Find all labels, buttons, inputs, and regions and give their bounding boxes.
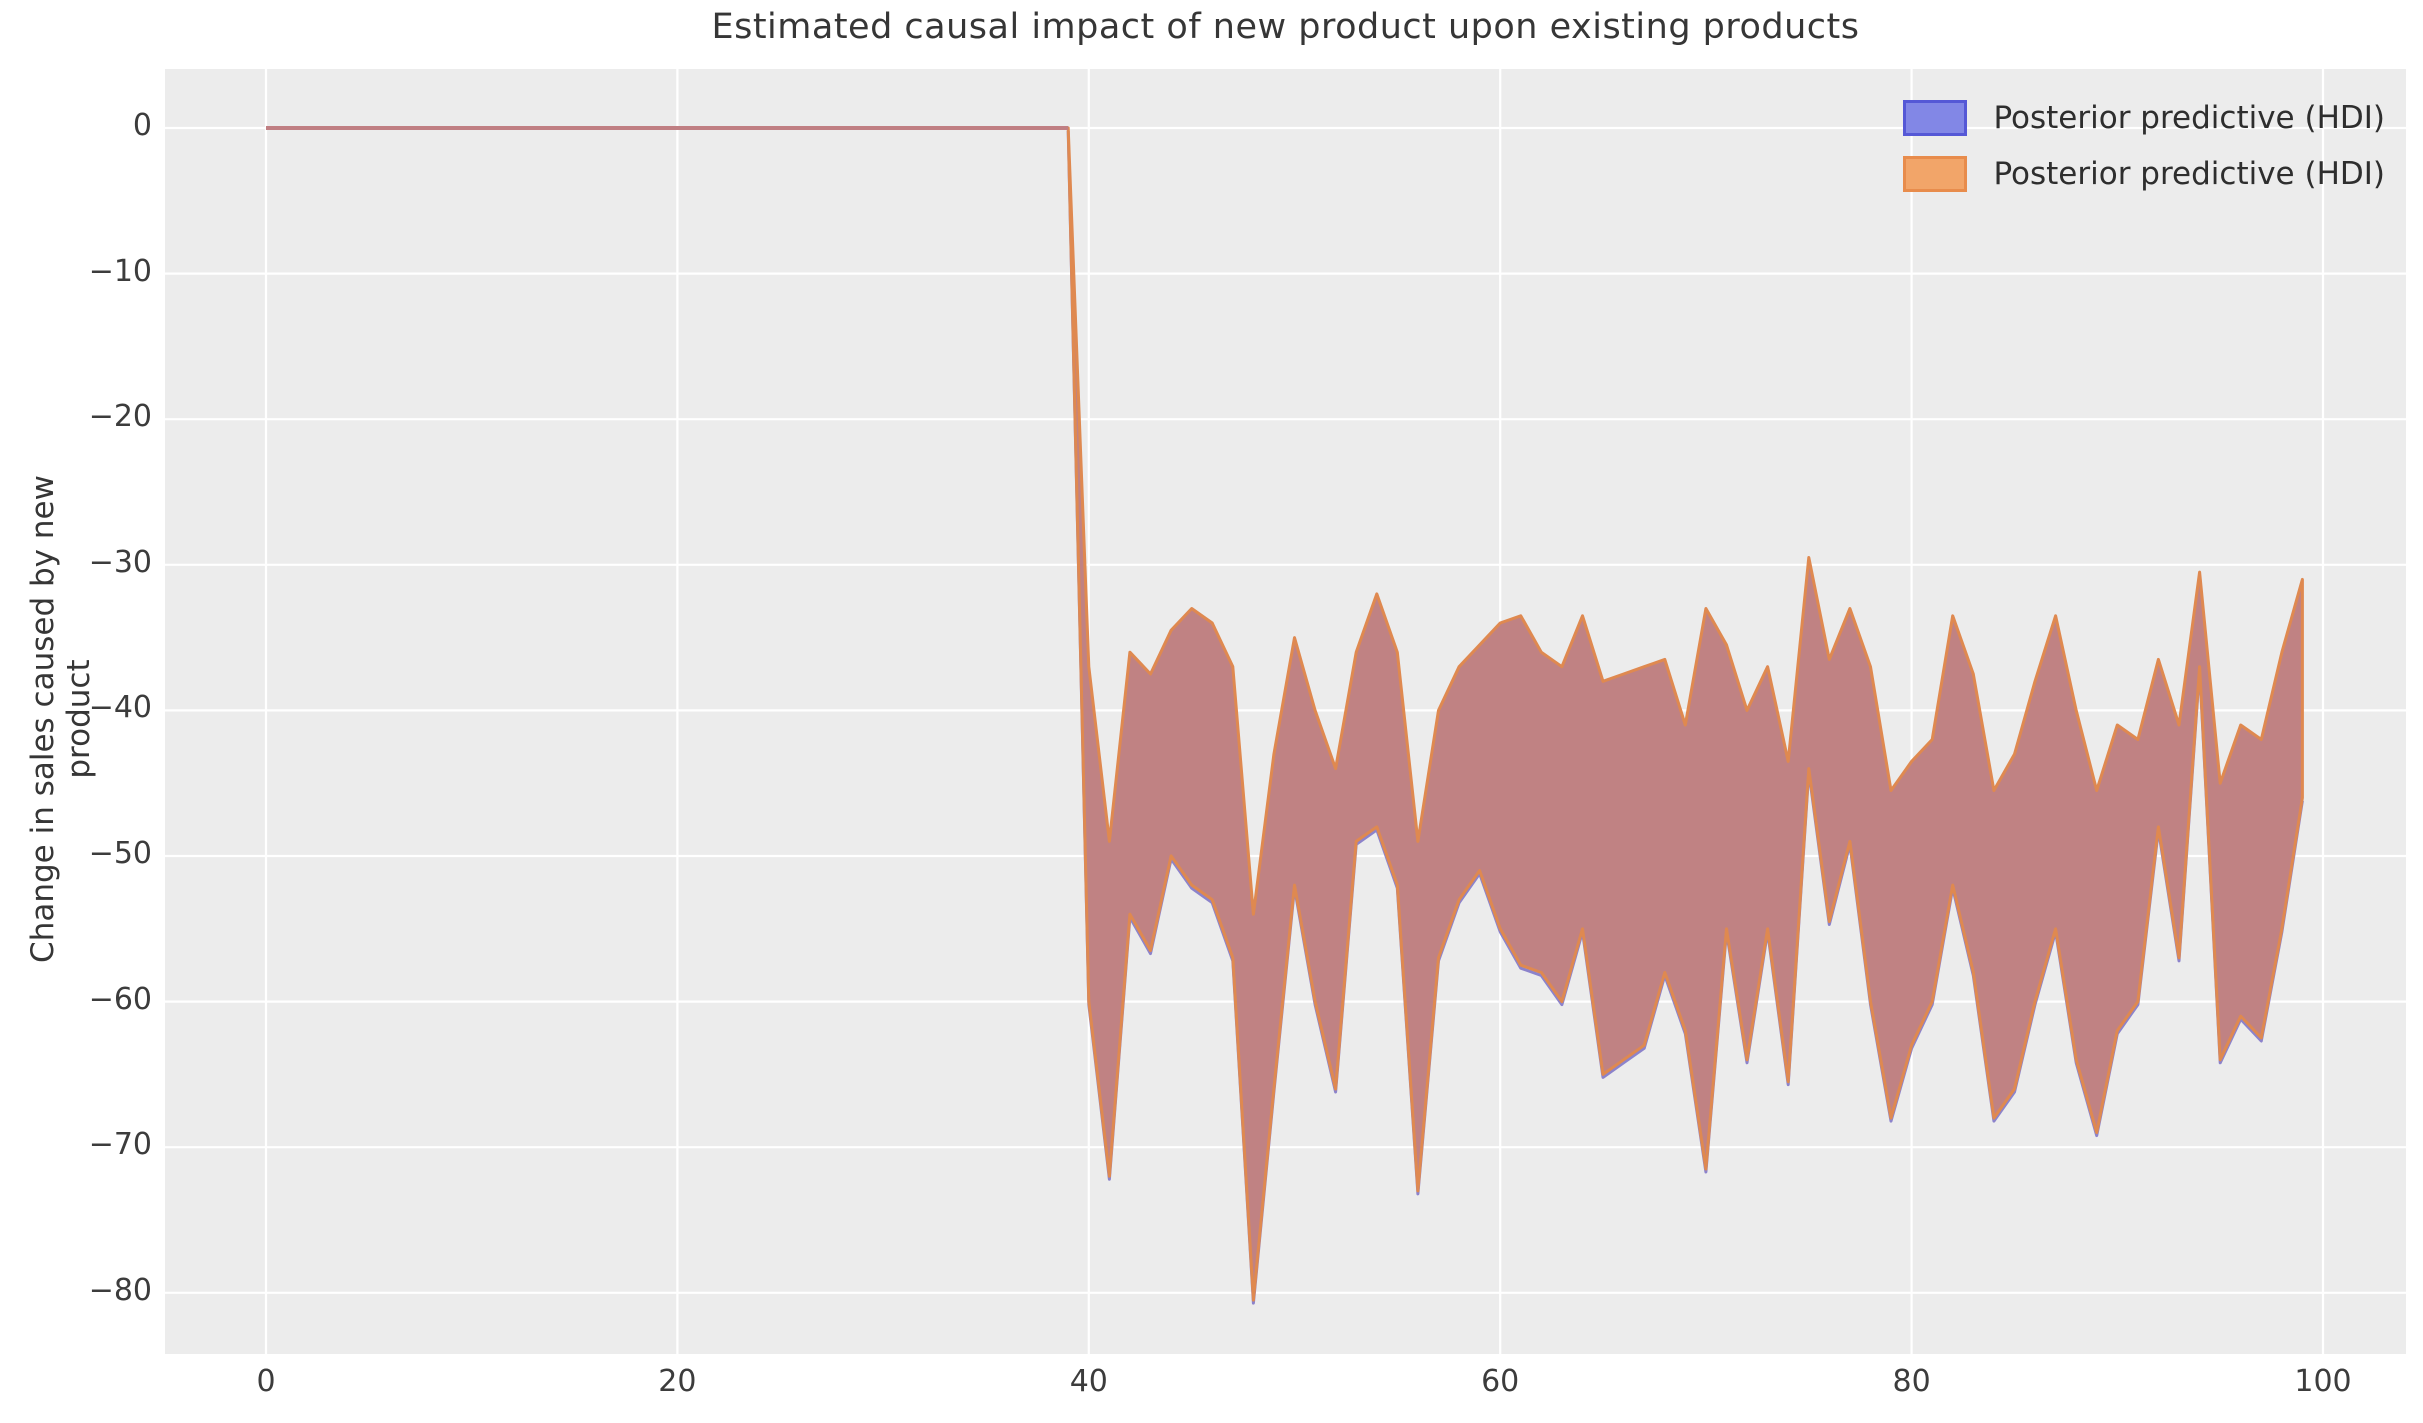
y-tick-label: −80	[88, 1272, 152, 1308]
y-tick-label: −40	[88, 690, 152, 726]
legend-label-blue: Posterior predictive (HDI)	[1993, 100, 2385, 136]
legend-label-orange: Posterior predictive (HDI)	[1993, 156, 2385, 192]
hdi-band	[1066, 126, 2304, 1302]
x-tick-label: 0	[256, 1364, 276, 1399]
y-tick-label: −60	[88, 981, 152, 1017]
legend-entry-orange: Posterior predictive (HDI)	[1903, 156, 2385, 192]
legend-swatch-blue	[1903, 100, 1968, 136]
y-tick-label: −20	[88, 399, 152, 435]
legend: Posterior predictive (HDI) Posterior pre…	[1903, 100, 2385, 212]
y-tick-label: 0	[132, 108, 152, 143]
y-tick-label: −10	[88, 253, 152, 289]
x-tick-label: 20	[658, 1364, 697, 1399]
x-tick-label: 80	[1892, 1364, 1931, 1399]
legend-entry-blue: Posterior predictive (HDI)	[1903, 100, 2385, 136]
legend-swatch-orange	[1903, 156, 1968, 192]
chart-title: Estimated causal impact of new product u…	[711, 7, 1860, 47]
x-tick-label: 100	[2294, 1364, 2352, 1399]
y-tick-label: −70	[88, 1127, 152, 1163]
y-tick-label: −50	[88, 836, 152, 871]
x-tick-label: 60	[1481, 1364, 1520, 1399]
y-tick-label: −30	[88, 544, 152, 580]
x-tick-label: 40	[1069, 1364, 1108, 1399]
